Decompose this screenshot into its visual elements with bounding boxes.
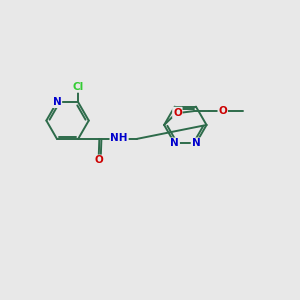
Text: N: N <box>170 138 179 148</box>
Text: O: O <box>94 155 103 165</box>
Text: NH: NH <box>110 133 128 143</box>
Text: O: O <box>173 108 182 118</box>
Text: Cl: Cl <box>73 82 84 92</box>
Text: N: N <box>52 97 61 107</box>
Text: O: O <box>218 106 227 116</box>
Text: N: N <box>192 138 200 148</box>
